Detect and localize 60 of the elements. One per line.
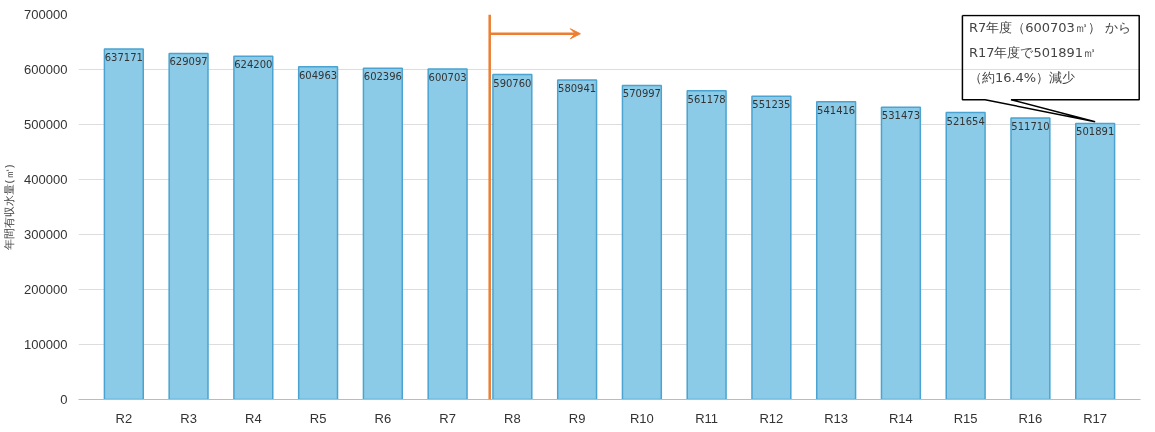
y-tick-label: 0 <box>60 392 68 407</box>
data-label: 629097 <box>169 56 208 68</box>
x-tick-label: R14 <box>888 410 913 426</box>
data-label: 551235 <box>752 99 791 111</box>
y-tick-label: 500000 <box>24 117 68 132</box>
y-tick-label: 300000 <box>24 227 68 242</box>
bar <box>556 79 598 400</box>
bar <box>815 100 857 400</box>
bar <box>1074 122 1116 400</box>
bar <box>621 84 663 400</box>
y-tick-label: 100000 <box>24 337 68 352</box>
annotation: R7年度（600703㎥） から <box>968 20 1131 35</box>
bar <box>492 73 533 400</box>
y-axis-title: 年間有収水量(㎥) <box>3 164 17 250</box>
data-label: 604963 <box>299 69 338 81</box>
data-label: 521654 <box>946 115 985 127</box>
annotation: （約16.4%）減少 <box>968 69 1076 85</box>
bar <box>686 90 727 400</box>
data-label: 600703 <box>428 72 467 84</box>
data-label: 602396 <box>363 71 402 83</box>
x-tick-label: R8 <box>504 410 521 426</box>
bar <box>103 48 145 400</box>
x-tick-label: R15 <box>953 410 978 426</box>
x-tick-label: R12 <box>759 410 784 426</box>
bar <box>297 66 339 400</box>
data-label: 624200 <box>234 59 273 71</box>
data-label: 580941 <box>558 82 597 94</box>
x-tick-label: R6 <box>374 410 392 426</box>
data-label: 590760 <box>493 77 532 89</box>
bar <box>751 95 792 400</box>
data-label: 561178 <box>687 93 726 105</box>
bar <box>1010 117 1051 400</box>
bar <box>945 111 986 400</box>
y-tick-label: 700000 <box>24 7 68 22</box>
x-tick-label: R13 <box>824 410 849 426</box>
x-tick-label: R5 <box>309 410 327 426</box>
y-tick-label: 400000 <box>24 172 68 187</box>
x-tick-label: R11 <box>695 410 719 426</box>
x-tick-label: R3 <box>180 410 197 426</box>
y-tick-label: 600000 <box>24 62 68 77</box>
bar <box>233 55 274 400</box>
x-tick-label: R9 <box>568 410 586 426</box>
bar <box>427 68 468 400</box>
data-label: 570997 <box>622 88 661 100</box>
annotation: R17年度で501891㎥ <box>968 44 1097 60</box>
x-tick-label: R16 <box>1018 410 1043 426</box>
bar <box>168 52 209 400</box>
x-tick-label: R4 <box>245 410 262 426</box>
bar <box>880 106 922 400</box>
x-tick-label: R17 <box>1083 410 1108 426</box>
data-label: 531473 <box>881 110 920 122</box>
data-label: 541416 <box>817 104 856 116</box>
x-tick-label: R10 <box>629 410 654 426</box>
x-tick-label: R2 <box>115 410 133 426</box>
data-label: 501891 <box>1076 126 1115 138</box>
y-tick-label: 200000 <box>24 282 68 297</box>
data-label: 511710 <box>1011 121 1050 133</box>
data-label: 637171 <box>104 52 143 64</box>
bar <box>362 67 404 400</box>
x-tick-label: R7 <box>439 410 456 426</box>
